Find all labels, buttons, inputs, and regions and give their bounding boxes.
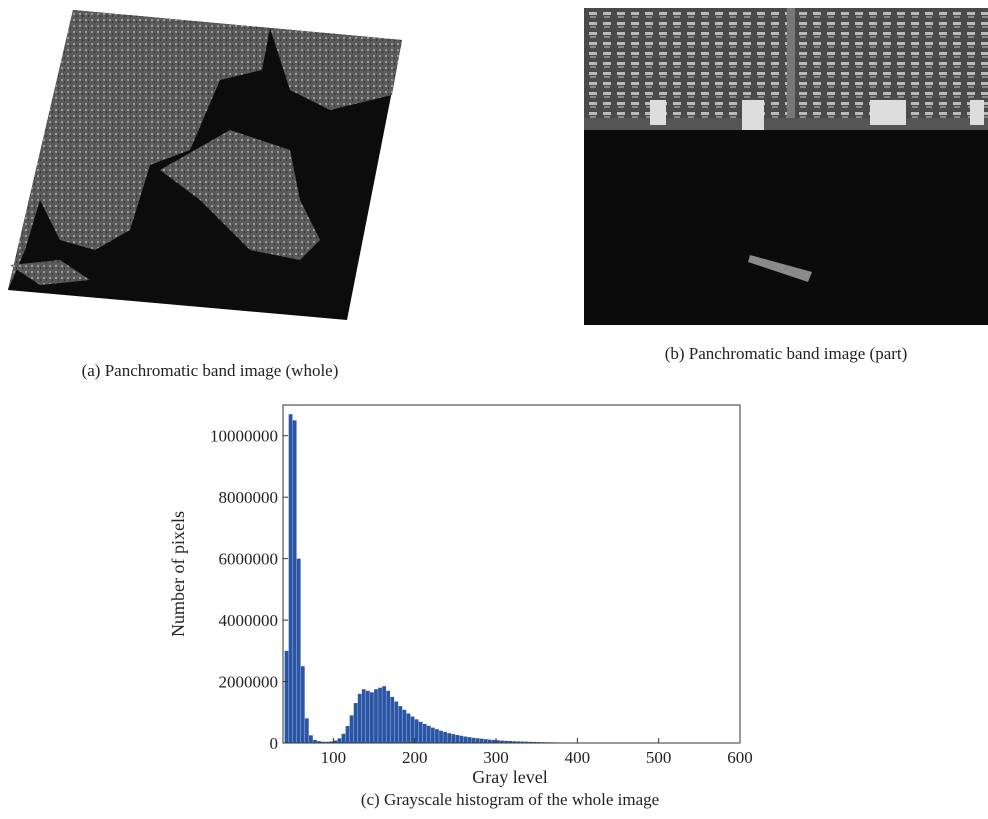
bar: [447, 733, 451, 743]
bar: [346, 726, 350, 743]
histogram: [285, 414, 610, 743]
y-tick-label: 8000000: [219, 488, 279, 507]
image-part: [584, 8, 988, 325]
bar: [488, 740, 492, 743]
x-tick-label: 300: [483, 748, 509, 767]
bar: [297, 559, 301, 743]
bar: [419, 722, 423, 743]
bar: [370, 692, 374, 743]
caption-b: (b) Panchromatic band image (part): [665, 344, 908, 363]
bar: [293, 420, 297, 743]
bar: [350, 715, 354, 743]
y-tick-label: 2000000: [219, 673, 279, 692]
figure: (a) Panchromatic band image (whole) (b) …: [0, 0, 988, 819]
bar: [411, 717, 415, 743]
bar: [455, 735, 459, 743]
bar: [301, 666, 305, 743]
bar: [390, 697, 394, 743]
figure-canvas: (a) Panchromatic band image (whole) (b) …: [0, 0, 988, 819]
bar: [342, 734, 346, 743]
y-axis-label: Number of pixels: [168, 511, 188, 637]
chart-title: (c) Grayscale histogram of the whole ima…: [361, 790, 659, 809]
bar: [435, 729, 439, 743]
x-tick-label: 600: [727, 748, 753, 767]
caption-a: (a) Panchromatic band image (whole): [82, 361, 339, 380]
bar: [468, 737, 472, 743]
y-tick-label: 4000000: [219, 611, 279, 630]
bar: [451, 734, 455, 743]
image-whole: [8, 10, 402, 320]
bar: [427, 726, 431, 743]
x-tick-label: 400: [565, 748, 591, 767]
bar: [403, 710, 407, 743]
x-tick-label: 100: [321, 748, 347, 767]
x-axis-label: Gray level: [472, 767, 547, 787]
y-tick-label: 0: [270, 734, 279, 753]
bar: [431, 728, 435, 743]
bar: [443, 732, 447, 743]
bar: [366, 691, 370, 743]
y-tick-label: 10000000: [210, 427, 278, 446]
bar: [472, 738, 476, 743]
bar: [407, 714, 411, 743]
bar: [415, 719, 419, 743]
y-tick-label: 6000000: [219, 550, 279, 569]
bar: [423, 724, 427, 743]
x-tick-label: 500: [646, 748, 672, 767]
bar: [354, 703, 358, 743]
bar: [358, 694, 362, 743]
bar: [382, 686, 386, 743]
plot-frame: [283, 405, 740, 743]
bar: [480, 739, 484, 743]
bar: [378, 688, 382, 743]
bar: [289, 414, 293, 743]
bar: [476, 738, 480, 743]
bar: [459, 736, 463, 743]
bar: [305, 718, 309, 743]
bar: [394, 702, 398, 743]
bar: [285, 651, 289, 743]
bar: [386, 691, 390, 743]
bar: [362, 689, 366, 743]
bar: [374, 689, 378, 743]
bar: [484, 739, 488, 743]
bar: [439, 731, 443, 743]
x-tick-label: 200: [402, 748, 428, 767]
bar: [398, 706, 402, 743]
bar: [309, 735, 313, 743]
bar: [464, 737, 468, 743]
bar: [337, 738, 341, 743]
